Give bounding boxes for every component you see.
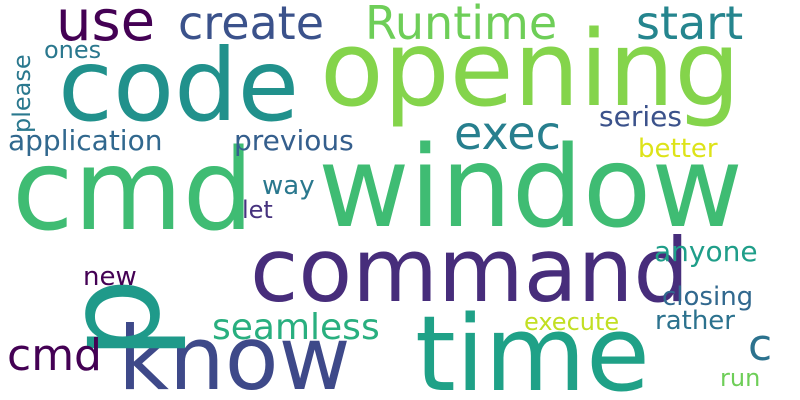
- word-seamless: seamless: [212, 307, 380, 348]
- word-time: time: [415, 293, 650, 400]
- word-way: way: [262, 171, 315, 201]
- word-series: series: [599, 100, 682, 133]
- word-start: start: [636, 0, 744, 50]
- word-let: let: [242, 196, 273, 224]
- word-cmd-big: cmd: [12, 126, 254, 256]
- word-please: please: [8, 54, 36, 133]
- word-use: use: [56, 0, 156, 54]
- word-exec: exec: [454, 106, 561, 160]
- word-window: window: [318, 123, 743, 253]
- word-run: run: [720, 364, 761, 392]
- word-execute: execute: [524, 308, 620, 336]
- word-better: better: [638, 134, 718, 164]
- word-command: command: [250, 219, 690, 322]
- word-opening: opening: [320, 8, 741, 130]
- word-code: code: [58, 27, 300, 144]
- word-create: create: [178, 0, 325, 50]
- word-cmd-small: cmd: [7, 330, 102, 381]
- word-new: new: [83, 262, 137, 292]
- word-previous: previous: [234, 124, 354, 157]
- word-runtime: Runtime: [365, 0, 558, 50]
- word-anyone: anyone: [654, 235, 758, 268]
- word-application: application: [8, 124, 163, 157]
- word-know: know: [118, 307, 351, 400]
- word-ones: ones: [44, 36, 102, 64]
- word-closing: closing: [662, 282, 754, 312]
- word-rather: rather: [655, 306, 735, 336]
- word-c: c: [748, 320, 773, 371]
